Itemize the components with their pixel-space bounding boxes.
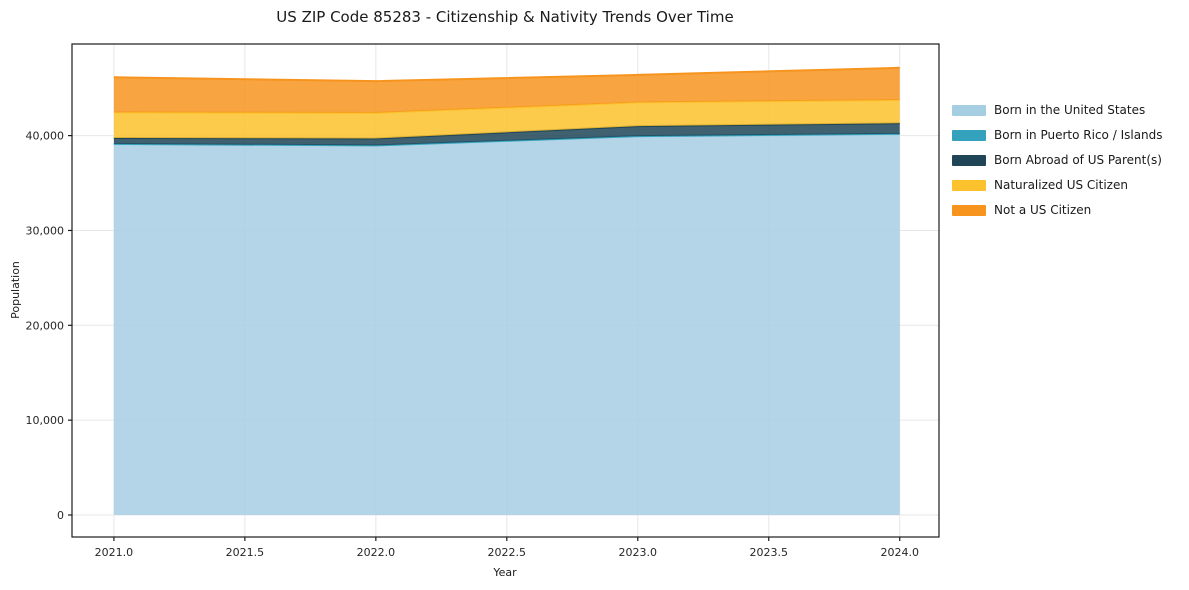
x-tick-label: 2024.0 (880, 546, 919, 559)
legend-swatch (952, 204, 986, 216)
legend: Born in the United States Born in Puerto … (952, 102, 1163, 218)
plot-border (71, 43, 940, 538)
legend-item: Not a US Citizen (952, 202, 1163, 218)
x-tick-label: 2023.0 (619, 546, 658, 559)
x-axis-label: Year (492, 566, 517, 579)
area-born-in-the-united-states (113, 134, 900, 515)
tick-marks (68, 135, 901, 541)
legend-swatch (952, 104, 986, 116)
legend-item: Naturalized US Citizen (952, 177, 1163, 193)
stacked-area-series (113, 66, 900, 515)
legend-label: Born in Puerto Rico / Islands (994, 128, 1163, 142)
x-tick-label: 2021.5 (226, 546, 265, 559)
y-tick-label: 0 (57, 509, 64, 522)
area-born-abroad-of-us-parent-s- (113, 123, 900, 146)
y-tick-label: 10,000 (26, 414, 65, 427)
chart-title: US ZIP Code 85283 - Citizenship & Nativi… (276, 8, 733, 26)
area-not-a-us-citizen (113, 67, 900, 113)
legend-label: Born in the United States (994, 103, 1146, 117)
legend-label: Naturalized US Citizen (994, 178, 1128, 192)
legend-label: Not a US Citizen (994, 203, 1092, 217)
y-axis-label: Population (9, 261, 22, 319)
legend-swatch (952, 179, 986, 191)
area-naturalized-us-citizen (113, 100, 900, 139)
x-tick-labels: 2021.0 2021.5 2022.0 2022.5 2023.0 2023.5 2024… (95, 546, 919, 559)
area-edge-not-a-us-citizen (113, 66, 900, 83)
x-tick-label: 2021.0 (95, 546, 134, 559)
y-tick-label: 20,000 (26, 319, 65, 332)
x-tick-label: 2022.0 (357, 546, 396, 559)
legend-item: Born Abroad of US Parent(s) (952, 152, 1163, 168)
y-tick-label: 40,000 (26, 130, 65, 143)
legend-swatch (952, 154, 986, 166)
legend-item: Born in Puerto Rico / Islands (952, 127, 1163, 143)
legend-label: Born Abroad of US Parent(s) (994, 153, 1162, 167)
legend-swatch (952, 129, 986, 141)
x-tick-label: 2023.5 (749, 546, 788, 559)
x-tick-label: 2022.5 (488, 546, 527, 559)
legend-item: Born in the United States (952, 102, 1163, 118)
area-edge-born-in-puerto-rico-islands (113, 132, 900, 147)
y-tick-labels: 0 10,000 20,000 30,000 40,000 (26, 130, 65, 522)
y-tick-label: 30,000 (26, 224, 65, 237)
